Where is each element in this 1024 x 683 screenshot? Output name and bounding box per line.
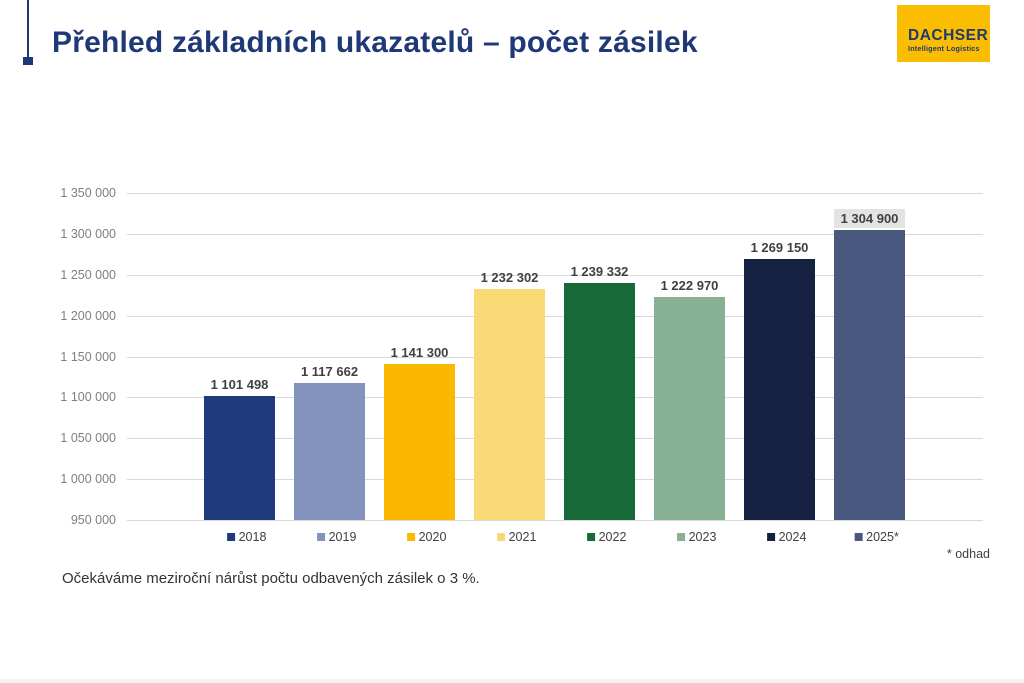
- legend-swatch-icon: [586, 533, 595, 541]
- bar-value-label: 1 239 332: [570, 264, 629, 280]
- gridline: [127, 233, 983, 235]
- bar-value-label: 1 222 970: [660, 277, 719, 293]
- legend-item-2025: 2025*: [854, 530, 899, 544]
- bar-value-label: 1 141 300: [390, 344, 449, 360]
- y-axis-tick-label: 1 000 000: [60, 472, 116, 487]
- legend-label: 2020: [418, 530, 447, 544]
- page-title: Přehled základních ukazatelů – počet zás…: [52, 26, 698, 59]
- chart-legend: 2018 2019 2020 2021 2022 2023 2024 2025*: [127, 530, 983, 546]
- y-axis-tick-label: 1 350 000: [60, 186, 116, 200]
- gridline: [127, 438, 983, 440]
- gridline: [127, 520, 983, 521]
- bar-2025: [834, 229, 905, 520]
- y-axis-tick-label: 1 050 000: [60, 431, 116, 446]
- legend-swatch-icon: [316, 533, 325, 541]
- bar-value-label: 1 232 302: [480, 270, 539, 286]
- legend-swatch-icon: [676, 533, 685, 541]
- bar-2022: [564, 283, 635, 520]
- bottom-edge-strip: [0, 679, 1024, 683]
- bar-value-label: 1 269 150: [750, 240, 809, 256]
- legend-item-2020: 2020: [406, 530, 447, 544]
- y-axis-tick-label: 1 300 000: [60, 226, 116, 241]
- legend-label: 2021: [508, 530, 537, 544]
- legend-swatch-icon: [496, 533, 505, 541]
- gridline: [127, 315, 983, 317]
- legend-item-2022: 2022: [586, 530, 627, 544]
- logo-tagline-text: Intelligent Logistics: [908, 44, 980, 53]
- bar-2021: [474, 289, 545, 520]
- legend-item-2021: 2021: [496, 530, 537, 544]
- legend-item-2024: 2024: [766, 530, 807, 544]
- bar-2020: [384, 363, 455, 520]
- bar-2019: [294, 382, 365, 520]
- dachser-logo: DACHSER Intelligent Logistics: [897, 5, 990, 62]
- gridline: [127, 479, 983, 481]
- title-marker-line: [27, 0, 29, 57]
- legend-item-2018: 2018: [226, 530, 267, 544]
- y-axis-tick-label: 950 000: [70, 513, 116, 527]
- legend-label: 2022: [598, 530, 627, 544]
- y-axis-tick-label: 1 250 000: [60, 267, 116, 282]
- legend-swatch-icon: [226, 533, 235, 541]
- bar-value-label: 1 304 900: [833, 208, 906, 228]
- gridline: [127, 356, 983, 358]
- title-marker-square-icon: [23, 57, 33, 65]
- legend-item-2019: 2019: [316, 530, 357, 544]
- bar-2018: [204, 396, 275, 520]
- legend-label: 2023: [688, 530, 717, 544]
- logo-brand-text: DACHSER: [908, 26, 989, 44]
- legend-label: 2018: [238, 530, 267, 544]
- legend-swatch-icon: [766, 533, 775, 541]
- gridline: [127, 274, 983, 276]
- bar-value-label: 1 101 498: [210, 377, 269, 393]
- y-axis-tick-label: 1 200 000: [60, 308, 116, 323]
- legend-swatch-icon: [406, 533, 415, 541]
- y-axis-tick-label: 1 150 000: [60, 349, 116, 364]
- bar-2023: [654, 296, 725, 520]
- y-axis-tick-label: 1 100 000: [60, 390, 116, 405]
- legend-label: 2024: [778, 530, 807, 544]
- legend-item-2023: 2023: [676, 530, 717, 544]
- gridline: [127, 397, 983, 399]
- bar-value-label: 1 117 662: [300, 363, 359, 379]
- gridline: [127, 193, 983, 194]
- legend-label: 2025*: [866, 530, 899, 544]
- legend-label: 2019: [328, 530, 357, 544]
- bar-2024: [744, 259, 815, 520]
- estimate-footnote: * odhad: [946, 547, 990, 561]
- legend-swatch-icon: [854, 533, 863, 541]
- summary-text: Očekáváme meziroční nárůst počtu odbaven…: [62, 570, 480, 587]
